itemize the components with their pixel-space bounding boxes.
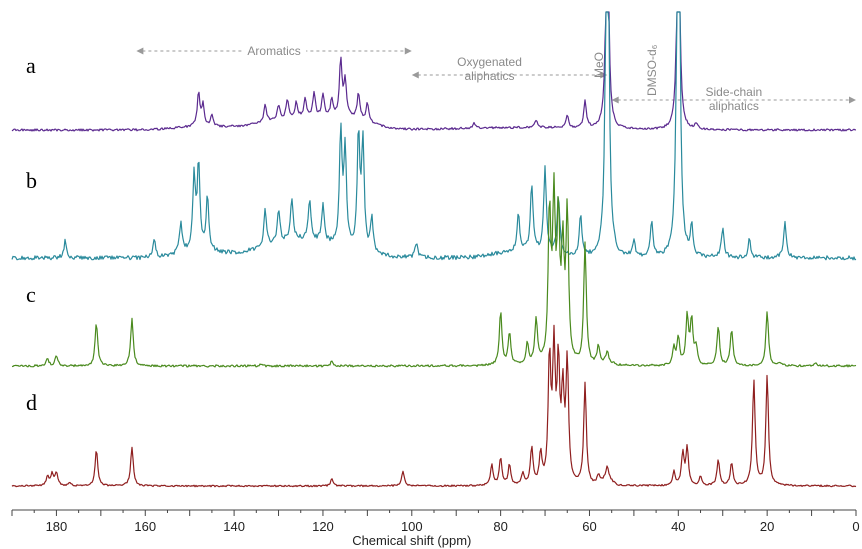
annotation-arrow-4 — [611, 96, 856, 104]
spectrum-trace-b — [11, 11, 857, 261]
annotation-label: aliphatics — [465, 69, 515, 83]
annotation-label: MeO — [592, 52, 606, 78]
spectra-traces — [11, 11, 857, 488]
x-tick-label: 40 — [671, 519, 685, 534]
annotation-arrow-0 — [136, 47, 412, 55]
spectrum-trace-c — [11, 172, 857, 368]
trace-labels: a b c d — [26, 53, 37, 415]
x-tick-label: 120 — [312, 519, 334, 534]
x-tick-label: 140 — [223, 519, 245, 534]
x-axis-title: Chemical shift (ppm) — [352, 533, 471, 548]
x-tick-label: 20 — [760, 519, 774, 534]
x-tick-label: 100 — [401, 519, 423, 534]
spectrum-trace-d — [11, 324, 857, 488]
trace-label-c: c — [26, 282, 36, 307]
annotation-label: Oxygenated — [457, 55, 522, 69]
x-tick-label: 60 — [582, 519, 596, 534]
x-tick-label: 180 — [46, 519, 68, 534]
trace-label-b: b — [26, 168, 37, 193]
annotation-label: DMSO-d₆ — [645, 44, 659, 96]
x-tick-label: 80 — [493, 519, 507, 534]
annotation-label: Aromatics — [247, 44, 300, 58]
trace-label-d: d — [26, 390, 37, 415]
spectrum-trace-a — [11, 11, 857, 132]
x-axis: 180 160 140 120 100 80 60 40 20 0 — [11, 509, 860, 534]
annotation-label: Side-chain — [705, 85, 762, 99]
annotation-label: aliphatics — [709, 99, 759, 113]
x-tick-label: 160 — [134, 519, 156, 534]
trace-label-a: a — [26, 53, 36, 78]
x-tick-label: 0 — [852, 519, 859, 534]
